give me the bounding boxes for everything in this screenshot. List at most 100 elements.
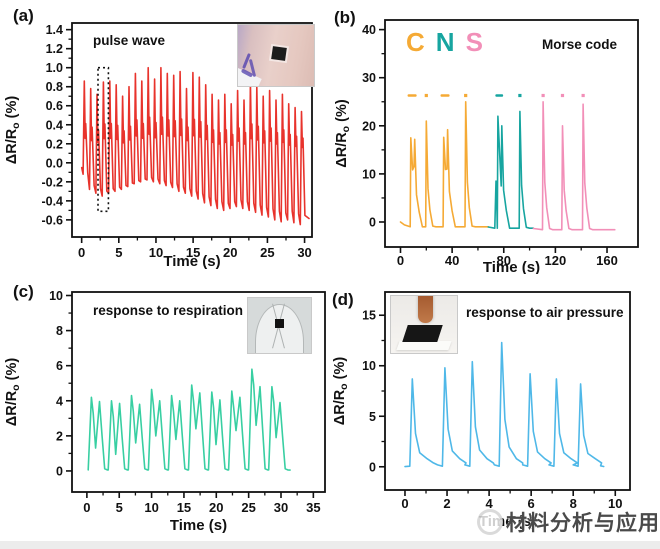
series-pulse-wave — [80, 66, 310, 226]
sensor-chip — [275, 319, 284, 328]
y-tick-label: 20 — [362, 119, 376, 133]
plot-frame — [71, 22, 313, 238]
panel-label-d: (d) — [332, 290, 354, 309]
x-tick-label: 35 — [306, 500, 320, 515]
y-tick-label: 30 — [362, 71, 376, 85]
panel-respiration: (c) response to respiration 0 5 10 15 20 25 30… — [0, 274, 330, 549]
panel-pulse-wave: (a) pulse wave 0 5 10 15 20 25 30 1.4 1.2 1.0 0.8 0… — [0, 0, 330, 274]
annotation-air-pressure: response to air pressure — [466, 305, 624, 320]
annotation-morse-code: Morse code — [542, 37, 618, 52]
x-tick-label: 10 — [149, 245, 163, 260]
plot-frame — [71, 291, 326, 493]
series-air-pressure — [404, 341, 605, 468]
paper-sheet — [396, 341, 452, 350]
y-axis-label: ΔR/Ro (%) — [334, 99, 352, 168]
y-tick-label: 4 — [56, 394, 63, 408]
y-tick-label: -0.2 — [41, 175, 63, 189]
x-axis-label: Time (s) — [170, 517, 227, 534]
chart-morse-code: 0 40 80 120 160 0 10 20 30 40 Time (s) ΔR/Ro (%) — [334, 19, 639, 274]
morse-dash-marker — [407, 94, 417, 97]
x-tick-label: 5 — [116, 500, 123, 515]
series-respiration — [87, 368, 291, 471]
y-tick-label: 6 — [56, 359, 63, 373]
bottom-strip — [0, 541, 660, 549]
y-axis-label: ΔR/Ro (%) — [4, 358, 22, 427]
x-tick-label: 10 — [608, 496, 622, 511]
series-morse-letter-C — [399, 101, 490, 228]
x-tick-label: 160 — [596, 253, 618, 268]
finger — [418, 296, 433, 323]
sensor-chip — [271, 46, 287, 61]
x-axis-label: Time (s) — [163, 253, 220, 270]
y-tick-label: 10 — [362, 167, 376, 181]
y-tick-label: 1.2 — [46, 42, 63, 56]
x-tick-label: 15 — [177, 500, 191, 515]
chart-pulse-wave: 0 5 10 15 20 25 30 1.4 1.2 1.0 0.8 0.6 0.4 0.2 0.0 -0.2… — [4, 22, 313, 270]
morse-dot-marker — [518, 93, 522, 98]
mask-photo-inset — [247, 297, 312, 354]
letter-n: N — [435, 27, 455, 57]
y-tick-label: 10 — [49, 289, 63, 303]
y-tick-label: -0.4 — [41, 194, 63, 208]
plot-frame — [384, 19, 639, 248]
morse-dot-marker — [581, 93, 585, 98]
panel-label-a: (a) — [13, 6, 34, 25]
x-tick-label: 0 — [397, 253, 404, 268]
y-tick-label: 1.0 — [46, 61, 63, 75]
y-tick-label: 10 — [362, 359, 376, 373]
x-axis-label: Time (s) — [483, 259, 540, 274]
y-tick-label: 0.0 — [46, 156, 63, 170]
series-morse-letter-S — [532, 101, 616, 231]
annotation-pulse-wave: pulse wave — [93, 33, 166, 48]
annotation-respiration: response to respiration — [93, 303, 244, 318]
y-tick-label: 0.6 — [46, 99, 63, 113]
highlight-box — [97, 66, 110, 213]
x-tick-label: 10 — [144, 500, 158, 515]
x-tick-label: 4 — [485, 496, 493, 511]
y-tick-label: 0 — [56, 464, 63, 478]
x-tick-label: 40 — [445, 253, 459, 268]
letter-c: C — [406, 27, 425, 57]
x-tick-label: 25 — [260, 245, 274, 260]
x-tick-label: 120 — [545, 253, 567, 268]
watermark-logo-icon — [477, 509, 503, 535]
y-tick-label: 0 — [369, 215, 376, 229]
y-tick-label: 2 — [56, 429, 63, 443]
morse-dot-marker — [541, 93, 545, 98]
x-tick-label: 15 — [186, 245, 200, 260]
sensor-pad — [402, 325, 443, 342]
x-tick-label: 0 — [401, 496, 408, 511]
x-tick-label: 25 — [241, 500, 255, 515]
y-tick-label: 1.4 — [46, 23, 63, 37]
x-tick-label: 30 — [274, 500, 288, 515]
x-tick-label: 2 — [443, 496, 450, 511]
x-tick-label: 0 — [78, 245, 85, 260]
y-tick-label: 40 — [362, 23, 376, 37]
watermark-text: 材料分析与应用 — [506, 512, 660, 535]
x-tick-label: 0 — [83, 500, 90, 515]
x-tick-label: 80 — [497, 253, 511, 268]
morse-dot-marker — [560, 93, 565, 98]
panel-label-b: (b) — [334, 8, 356, 27]
watermark: 材料分析与应用 — [477, 507, 660, 537]
finger-press-photo-inset — [390, 295, 458, 354]
panel-label-c: (c) — [13, 282, 34, 301]
x-tick-label: 30 — [297, 245, 311, 260]
y-axis-label: ΔR/Ro (%) — [332, 357, 350, 426]
morse-dot-marker — [464, 93, 468, 98]
x-tick-label: 6 — [528, 496, 535, 511]
series-morse-letter-N — [487, 110, 535, 229]
chart-respiration: 0 5 10 15 20 25 30 35 0 2 4 6 8 10 Time (s) ΔR/Ro (%) — [4, 289, 326, 534]
y-tick-label: 0.2 — [46, 137, 63, 151]
morse-dash-marker — [495, 94, 504, 97]
y-tick-label: 0 — [369, 460, 376, 474]
y-tick-label: 0.8 — [46, 80, 63, 94]
x-tick-label: 20 — [223, 245, 237, 260]
morse-dash-marker — [440, 94, 450, 97]
y-tick-label: -0.6 — [41, 213, 63, 227]
x-tick-label: 8 — [570, 496, 577, 511]
